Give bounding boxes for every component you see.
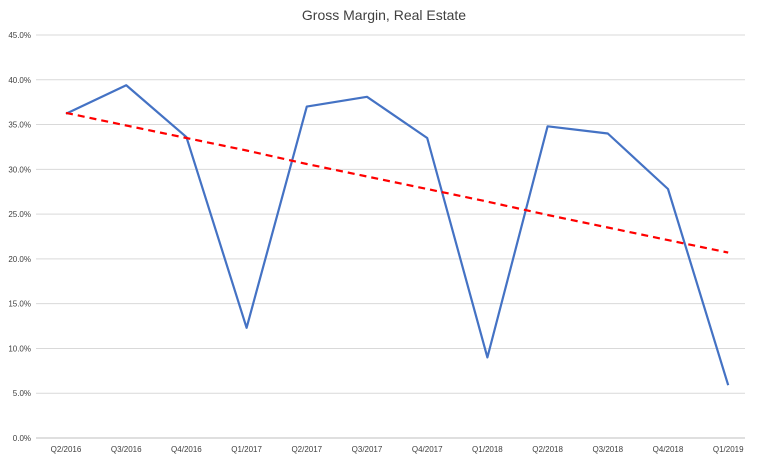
x-tick-label: Q1/2017 xyxy=(231,445,262,454)
y-tick-label: 20.0% xyxy=(8,255,31,264)
x-tick-label: Q1/2018 xyxy=(472,445,503,454)
y-tick-label: 15.0% xyxy=(8,300,31,309)
gridlines xyxy=(36,34,745,439)
y-tick-label: 5.0% xyxy=(13,389,31,398)
series-layer xyxy=(65,84,730,386)
x-tick-label: Q2/2018 xyxy=(532,445,563,454)
y-tick-label: 45.0% xyxy=(8,31,31,40)
x-axis-tick-labels: Q2/2016 Q3/2016 Q4/2016 Q1/2017 Q2/2017 Q3/20… xyxy=(51,445,744,454)
x-tick-label: Q2/2016 xyxy=(51,445,82,454)
x-tick-label: Q4/2017 xyxy=(412,445,443,454)
y-tick-label: 30.0% xyxy=(8,165,31,174)
trendline xyxy=(65,111,729,254)
series-line xyxy=(65,84,730,386)
x-tick-label: Q2/2017 xyxy=(291,445,322,454)
y-tick-label: 40.0% xyxy=(8,76,31,85)
y-tick-label: 25.0% xyxy=(8,210,31,219)
x-tick-label: Q4/2016 xyxy=(171,445,202,454)
y-tick-label: 10.0% xyxy=(8,344,31,353)
chart-title: Gross Margin, Real Estate xyxy=(302,7,466,23)
x-tick-label: Q3/2017 xyxy=(352,445,383,454)
x-tick-label: Q3/2018 xyxy=(592,445,623,454)
x-tick-label: Q1/2019 xyxy=(713,445,744,454)
x-tick-label: Q4/2018 xyxy=(653,445,684,454)
y-tick-label: 0.0% xyxy=(13,434,31,443)
y-tick-label: 35.0% xyxy=(8,121,31,130)
y-axis-tick-labels: 0.0% 5.0% 10.0% 15.0% 20.0% 25.0% 30.0% 35.0% 40… xyxy=(8,31,31,443)
x-tick-label: Q3/2016 xyxy=(111,445,142,454)
